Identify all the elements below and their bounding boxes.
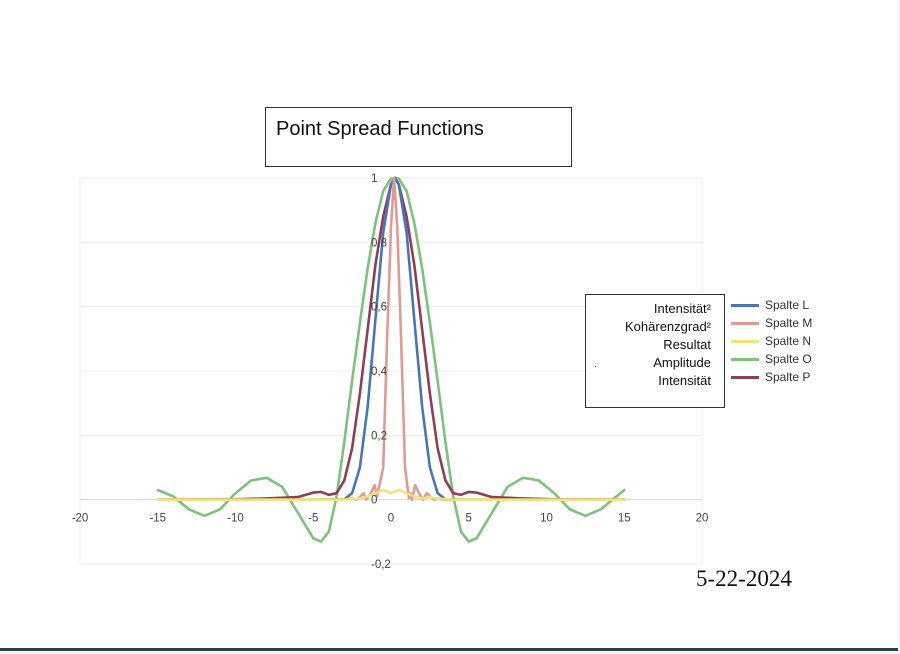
annotation-line-2: Kohärenzgrad² bbox=[625, 319, 711, 334]
series-line-spalte-m bbox=[156, 176, 626, 501]
legend-label: Spalte N bbox=[765, 334, 812, 348]
annotation-line-4: Amplitude bbox=[653, 355, 711, 370]
x-tick-label: 5 bbox=[466, 513, 472, 525]
legend-label: Spalte O bbox=[765, 352, 812, 366]
x-tick-label: -5 bbox=[308, 513, 318, 525]
x-tick-label: 15 bbox=[618, 513, 631, 525]
y-tick-label: 0,6 bbox=[371, 302, 387, 314]
x-tick-label: -20 bbox=[72, 513, 89, 525]
y-tick-label: 0,8 bbox=[371, 237, 387, 249]
annotation-dot: . bbox=[594, 359, 597, 370]
chart-legend: Spalte L Spalte M Spalte N Spalte O Spal… bbox=[731, 296, 851, 386]
annotation-line-1: Intensität² bbox=[653, 301, 711, 316]
y-tick-label: 0,4 bbox=[371, 366, 388, 378]
y-tick-label: 0 bbox=[371, 495, 377, 507]
x-tick-label: 0 bbox=[388, 513, 394, 525]
x-tick-labels: -20 -15 -10 -5 0 5 10 15 20 bbox=[72, 513, 709, 525]
series-line-spalte-n bbox=[156, 488, 626, 501]
annotation-line-3: Resultat bbox=[663, 337, 711, 352]
legend-item-spalte-m: Spalte M bbox=[731, 314, 851, 332]
legend-label: Spalte L bbox=[765, 298, 810, 312]
annotation-box: . Intensität² Kohärenzgrad² Resultat Amp… bbox=[585, 294, 725, 408]
chart-title-box: Point Spread Functions bbox=[265, 107, 572, 167]
date-stamp: 5-22-2024 bbox=[696, 566, 792, 591]
y-tick-label: 1 bbox=[371, 173, 377, 185]
legend-swatch bbox=[731, 375, 759, 379]
y-tick-label: 0,2 bbox=[371, 430, 387, 442]
x-tick-label: -15 bbox=[149, 513, 166, 525]
annotation-line-5: Intensität bbox=[658, 373, 711, 388]
legend-item-spalte-o: Spalte O bbox=[731, 350, 851, 368]
legend-item-spalte-p: Spalte P bbox=[731, 368, 851, 386]
y-tick-label: -0,2 bbox=[371, 559, 391, 571]
legend-label: Spalte M bbox=[765, 316, 813, 330]
x-tick-label: 20 bbox=[696, 513, 709, 525]
chart-title: Point Spread Functions bbox=[276, 118, 484, 140]
legend-item-spalte-l: Spalte L bbox=[731, 296, 851, 314]
legend-swatch bbox=[731, 339, 759, 343]
legend-label: Spalte P bbox=[765, 370, 811, 384]
legend-swatch bbox=[731, 321, 759, 325]
y-tick-labels: -0,2 0 0,2 0,4 0,6 0,8 1 bbox=[371, 173, 391, 571]
x-tick-label: 10 bbox=[540, 513, 553, 525]
legend-swatch bbox=[731, 303, 759, 307]
x-tick-label: -10 bbox=[227, 513, 244, 525]
legend-swatch bbox=[731, 357, 759, 361]
legend-item-spalte-n: Spalte N bbox=[731, 332, 851, 350]
series-layer bbox=[156, 176, 626, 543]
